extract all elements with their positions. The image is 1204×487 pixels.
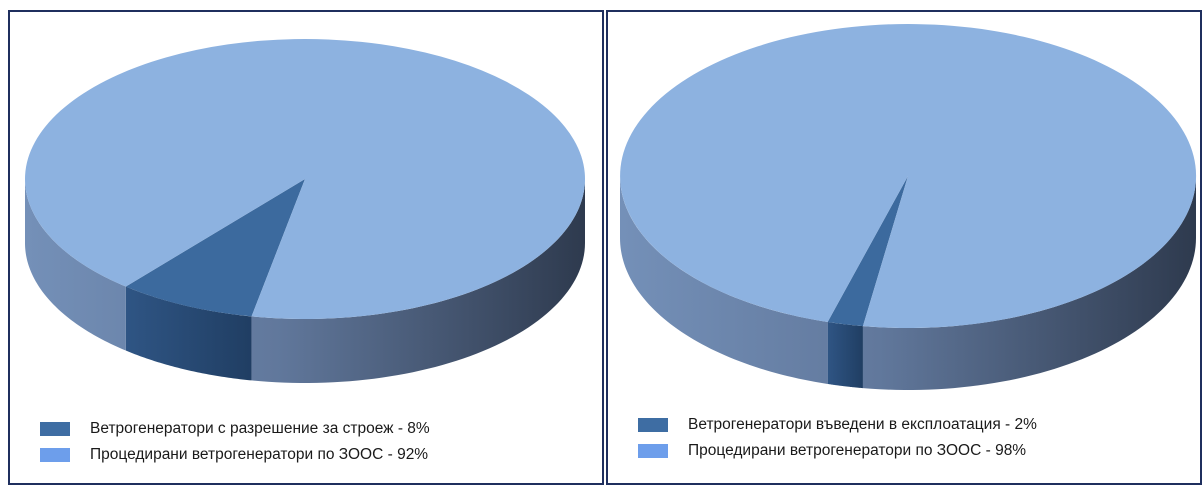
- pie-slice: [25, 39, 586, 320]
- legend-label: Ветрогенератори с разрешение за строеж -…: [90, 420, 430, 437]
- pie-chart-right: [620, 24, 1197, 390]
- legend-swatch: [638, 444, 668, 458]
- legend-swatch: [638, 418, 668, 432]
- pie-slice: [827, 176, 908, 327]
- pie-slice-side: [620, 176, 828, 384]
- chart-panel-left: Ветрогенератори с разрешение за строеж -…: [8, 10, 604, 485]
- pie-slice-side: [25, 179, 126, 351]
- legend-right: Ветрогенератори въведени в експлоатация …: [638, 412, 1037, 464]
- legend-item: Процедирани ветрогенератори по ЗООС - 92…: [40, 442, 430, 468]
- legend-label: Процедирани ветрогенератори по ЗООС - 98…: [688, 442, 1027, 459]
- legend-item: Процедирани ветрогенератори по ЗООС - 98…: [638, 438, 1037, 464]
- pie-slice: [620, 24, 1197, 329]
- legend-item: Ветрогенератори с разрешение за строеж -…: [40, 416, 430, 442]
- pie-slice-side: [827, 321, 863, 389]
- pie-slice: [125, 179, 306, 317]
- legend-swatch: [40, 422, 70, 436]
- chart-panel-right: Ветрогенератори въведени в експлоатация …: [606, 10, 1202, 485]
- pie-chart-left: [25, 39, 586, 383]
- pie-slice-side: [125, 286, 252, 381]
- legend-label: Ветрогенератори въведени в експлоатация …: [688, 416, 1037, 433]
- legend-left: Ветрогенератори с разрешение за строеж -…: [40, 416, 430, 468]
- legend-item: Ветрогенератори въведени в експлоатация …: [638, 412, 1037, 438]
- legend-label: Процедирани ветрогенератори по ЗООС - 92…: [90, 446, 429, 463]
- pie-slice-side: [862, 176, 1196, 390]
- pie-slice-side: [251, 179, 585, 383]
- legend-swatch: [40, 448, 70, 462]
